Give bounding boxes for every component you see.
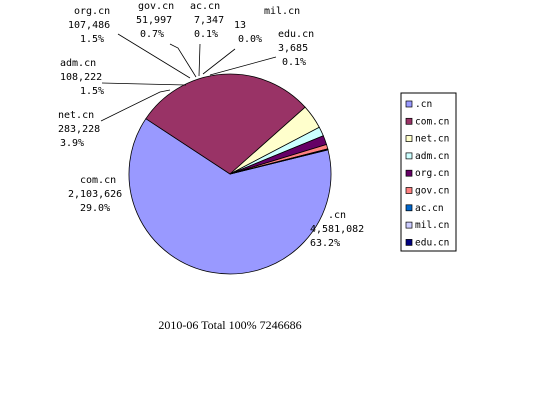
- data-label-ac-cn-value: 7,347: [194, 15, 224, 26]
- legend-label-cn: .cn: [415, 99, 432, 110]
- data-label-ac-cn-percent: 0.1%: [194, 29, 218, 40]
- data-label-cn-value: 4,581,082: [310, 224, 364, 235]
- data-label-com-cn-value: 2,103,626: [68, 189, 122, 200]
- leader-line-adm-cn: [101, 82, 187, 86]
- legend-swatch-edu-cn: [405, 239, 413, 246]
- data-label-net-cn-name: net.cn: [58, 110, 94, 121]
- legend-label-edu-cn: edu.cn: [415, 237, 449, 248]
- legend-label-ac-cn: ac.cn: [415, 203, 444, 214]
- legend-swatch-org-cn: [405, 169, 413, 177]
- legend-label-com-cn: com.cn: [415, 116, 449, 127]
- data-label-mil-cn-percent: 0.0%: [238, 34, 262, 45]
- legend-label-org-cn: org.cn: [415, 168, 449, 179]
- data-label-org-cn-percent: 1.5%: [80, 34, 104, 45]
- data-label-cn-name: .cn: [328, 210, 346, 221]
- data-label-mil-cn-name: mil.cn: [264, 6, 300, 17]
- leader-line-net-cn: [100, 89, 171, 122]
- data-label-com-cn-percent: 29.0%: [80, 203, 110, 214]
- data-label-ac-cn-name: ac.cn: [190, 1, 220, 12]
- data-label-com-cn-name: com.cn: [80, 175, 116, 186]
- data-label-adm-cn-name: adm.cn: [60, 58, 96, 69]
- leader-line-mil-cn: [202, 48, 236, 75]
- legend-swatch-gov-cn: [405, 187, 413, 194]
- data-label-mil-cn-value: 13: [234, 20, 246, 31]
- leader-line-gov-cn: [169, 43, 197, 78]
- pie-slice-cn: [128, 118, 332, 275]
- leader-line-edu-cn: [209, 56, 277, 76]
- data-label-org-cn-value: 107,486: [68, 20, 110, 31]
- data-label-adm-cn-value: 108,222: [60, 72, 102, 83]
- data-label-gov-cn-value: 51,997: [136, 15, 172, 26]
- legend-swatch-ac-cn: [405, 204, 413, 212]
- leader-line-ac-cn: [198, 43, 201, 77]
- legend-label-adm-cn: adm.cn: [415, 151, 449, 162]
- legend-swatch-net-cn: [405, 135, 413, 142]
- pie-slice-edu-cn: [229, 149, 329, 175]
- data-label-edu-cn-name: edu.cn: [278, 29, 314, 40]
- legend-swatch-mil-cn: [405, 221, 413, 229]
- data-label-edu-cn-value: 3,685: [278, 43, 308, 54]
- legend-swatch-cn: [405, 100, 413, 108]
- pie-slice-com-cn: [145, 73, 306, 175]
- leader-line-org-cn: [117, 33, 191, 79]
- legend-swatch-adm-cn: [405, 152, 413, 160]
- legend-label-net-cn: net.cn: [415, 134, 449, 145]
- legend-label-gov-cn: gov.cn: [415, 186, 449, 197]
- data-label-gov-cn-name: gov.cn: [138, 1, 174, 12]
- data-label-gov-cn-percent: 0.7%: [140, 29, 164, 40]
- data-label-net-cn-value: 283,228: [58, 124, 100, 135]
- legend: .cn com.cn net.cn adm.cn org.cn gov.cn ac.cn mi…: [400, 92, 457, 252]
- data-label-cn-percent: 63.2%: [310, 238, 340, 249]
- chart-caption: 2010-06 Total 100% 7246686: [158, 318, 302, 332]
- data-label-adm-cn-percent: 1.5%: [80, 86, 104, 97]
- data-label-net-cn-percent: 3.9%: [60, 138, 84, 149]
- data-label-edu-cn-percent: 0.1%: [282, 57, 306, 68]
- legend-label-mil-cn: mil.cn: [415, 220, 449, 231]
- legend-swatch-com-cn: [405, 117, 413, 125]
- data-label-org-cn-name: org.cn: [74, 6, 110, 17]
